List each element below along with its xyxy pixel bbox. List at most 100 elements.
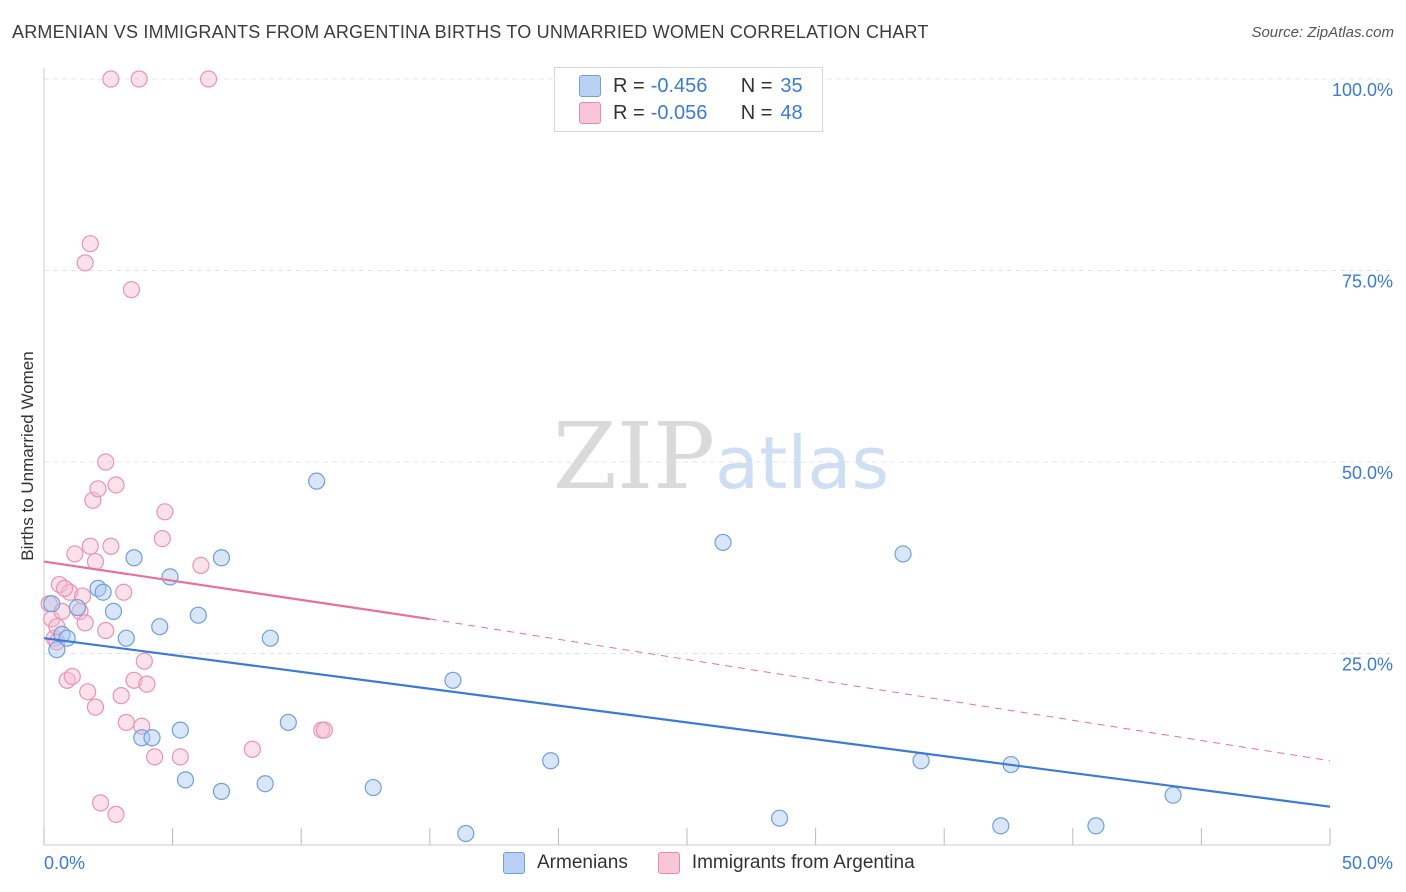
armenians-trendline — [43, 637, 1331, 808]
argentina-point — [130, 70, 148, 88]
argentina-point — [102, 70, 120, 88]
legend-n-label: N = — [740, 101, 773, 124]
y-tick-label: 75.0% — [1342, 272, 1393, 292]
armenians-point — [444, 671, 462, 689]
legend-n-label: N = — [740, 74, 773, 97]
legend-r-label: R = — [613, 74, 645, 97]
armenians-label: Armenians — [537, 852, 628, 873]
tick-labels: 25.0% 50.0% 75.0% 100.0% 0.0% 50.0% — [44, 80, 1393, 873]
argentina-trendline-dashed — [429, 618, 1331, 762]
armenians-point — [364, 778, 382, 797]
armenians-point — [261, 629, 279, 647]
armenians-point — [143, 729, 161, 747]
legend: R = -0.456 N = 35 R = -0.056 N = 48 — [554, 67, 823, 132]
source-label: Source: ZipAtlas.com — [1251, 24, 1394, 41]
armenians-point — [542, 752, 560, 770]
argentina-swatch — [657, 852, 680, 874]
argentina-point — [97, 621, 115, 640]
y-tick-label: 50.0% — [1342, 463, 1393, 483]
argentina-point — [86, 552, 105, 571]
legend-row-argentina: R = -0.056 N = 48 — [579, 101, 803, 125]
trendlines — [43, 560, 1331, 808]
armenians-point — [125, 549, 143, 567]
argentina-point — [97, 453, 115, 471]
legend-n-value: 48 — [780, 101, 803, 124]
argentina-point — [79, 683, 97, 701]
armenians-point — [151, 618, 169, 636]
legend-swatch-pink — [579, 102, 601, 124]
watermark-atlas: atlas — [715, 421, 889, 505]
watermark-zip: ZIP — [553, 403, 715, 510]
legend-item-armenians: Armenians — [503, 852, 628, 874]
argentina-point — [200, 70, 218, 88]
grid-lines — [44, 78, 1392, 654]
armenians-point — [256, 775, 274, 793]
armenians-point — [104, 602, 123, 620]
y-tick-label: 25.0% — [1342, 655, 1393, 675]
armenians-point — [161, 568, 179, 586]
armenians-point — [94, 583, 112, 601]
chart-title: ARMENIAN VS IMMIGRANTS FROM ARGENTINA BI… — [12, 22, 929, 42]
argentina-point — [125, 671, 143, 689]
armenians-point — [48, 641, 66, 659]
x-tick-label: 50.0% — [1342, 853, 1393, 873]
legend-swatch-blue — [579, 75, 601, 97]
armenians-point — [992, 817, 1010, 835]
armenians-point — [912, 752, 930, 770]
argentina-point — [315, 721, 333, 739]
bottom-legend: Armenians Immigrants from Argentina — [503, 852, 945, 874]
argentina-point — [138, 675, 156, 693]
armenians-point — [58, 629, 76, 647]
series-armenians-points — [43, 472, 1182, 843]
argentina-point — [192, 556, 210, 575]
argentina-point — [89, 480, 107, 498]
argentina-point — [112, 687, 130, 705]
argentina-point — [115, 583, 133, 601]
argentina-point — [145, 748, 164, 766]
argentina-point — [156, 503, 174, 521]
y-axis-label: Births to Unmarried Women — [18, 351, 37, 561]
argentina-point — [91, 794, 110, 812]
armenians-point — [212, 782, 231, 800]
armenians-point — [43, 595, 61, 613]
armenians-point — [308, 472, 326, 490]
argentina-point — [153, 529, 171, 548]
armenians-point — [171, 721, 189, 739]
armenians-point — [714, 533, 732, 552]
argentina-point — [81, 235, 99, 253]
armenians-point — [457, 824, 475, 843]
argentina-point — [135, 652, 153, 670]
armenians-point — [770, 809, 789, 827]
argentina-point — [122, 281, 141, 299]
argentina-point — [243, 740, 261, 758]
argentina-point — [171, 748, 189, 766]
legend-r-value: -0.456 — [650, 74, 708, 97]
argentina-point — [81, 537, 99, 555]
armenians-swatch — [503, 852, 525, 874]
argentina-point — [86, 698, 105, 716]
argentina-point — [66, 545, 84, 563]
legend-item-argentina: Immigrants from Argentina — [657, 852, 915, 874]
armenians-point — [1087, 817, 1105, 835]
argentina-point — [117, 713, 135, 732]
armenians-point — [279, 713, 297, 732]
legend-r-label: R = — [613, 101, 645, 124]
armenians-point — [1164, 786, 1182, 804]
argentina-point — [107, 476, 125, 494]
armenians-point — [189, 606, 207, 624]
armenians-point — [894, 545, 912, 563]
armenians-point — [117, 629, 135, 647]
legend-row-armenians: R = -0.456 N = 35 — [579, 74, 803, 98]
argentina-point — [63, 667, 81, 686]
watermark: ZIP atlas — [553, 403, 889, 510]
x-tick-label: 0.0% — [44, 853, 85, 873]
armenians-point — [68, 598, 87, 617]
argentina-point — [107, 805, 125, 823]
argentina-point — [76, 614, 94, 632]
argentina-trendline — [43, 560, 430, 621]
axes — [43, 68, 1331, 846]
armenians-point — [176, 771, 195, 789]
argentina-label: Immigrants from Argentina — [691, 852, 915, 873]
armenians-point — [212, 549, 231, 567]
